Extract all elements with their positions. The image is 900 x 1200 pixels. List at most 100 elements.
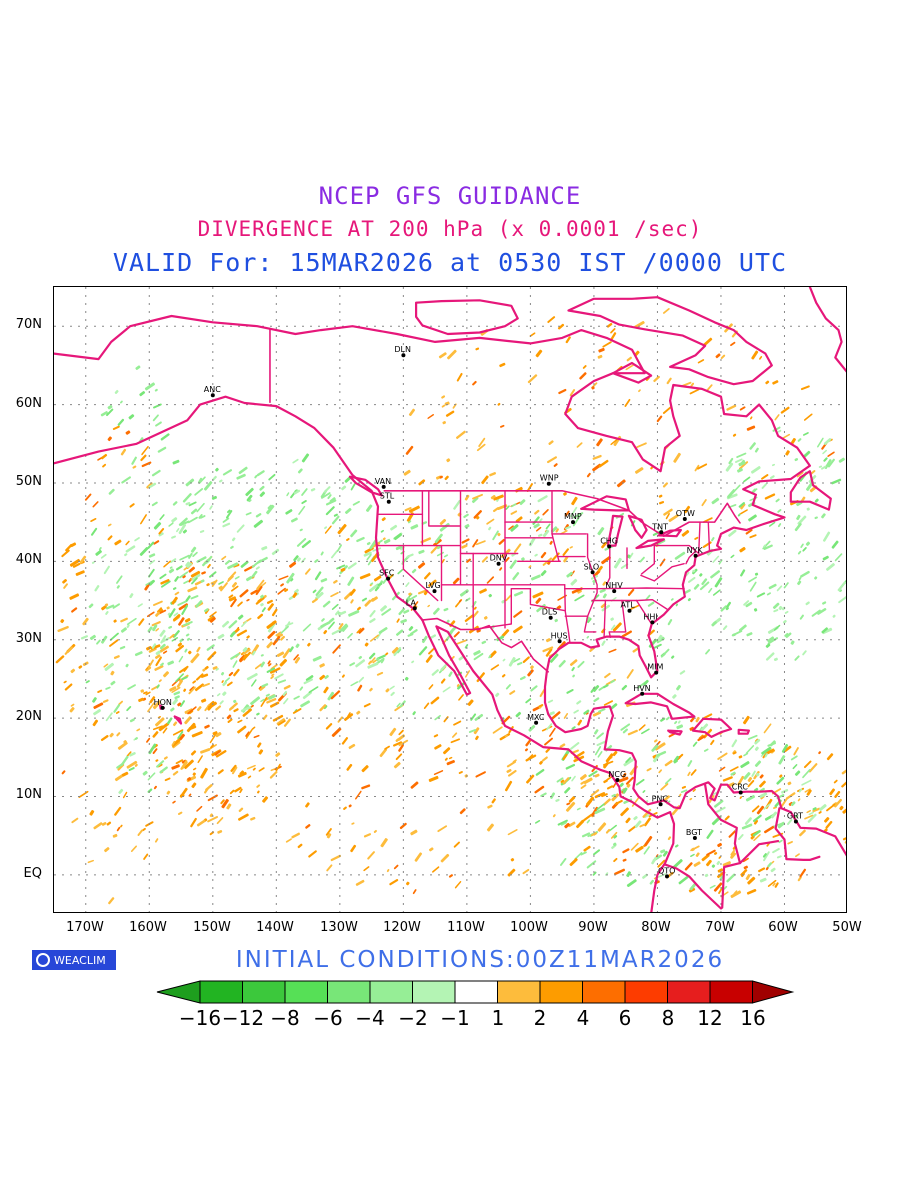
colorbar-tick-label: −12 xyxy=(221,1006,265,1030)
coastline-segment xyxy=(667,729,683,736)
colorbar xyxy=(156,980,795,1004)
lat-tick-label: 70N xyxy=(15,317,42,332)
city-slo: SLO xyxy=(584,562,599,575)
city-label: HON xyxy=(154,698,172,707)
coastline-segment xyxy=(567,296,773,386)
city-label: GRT xyxy=(787,812,803,821)
lon-tick-label: 100W xyxy=(510,920,548,935)
city-mnp: MNP xyxy=(564,512,582,525)
coastline-segment xyxy=(606,514,624,547)
lat-tick-label: 30N xyxy=(15,631,42,646)
state-border xyxy=(428,490,462,527)
city-grt: GRT xyxy=(787,812,803,824)
lon-tick-label: 140W xyxy=(256,920,294,935)
city-label: BGT xyxy=(686,828,702,837)
city-dot-icon xyxy=(615,778,620,782)
coastline-segment xyxy=(704,783,742,909)
city-van: VAN xyxy=(375,477,391,489)
coastline-segment xyxy=(738,840,780,865)
state-border xyxy=(472,588,532,631)
city-label: PNC xyxy=(652,794,669,803)
colorbar-swatch xyxy=(624,980,668,1004)
state-border xyxy=(603,599,607,638)
weaclim-logo: WEACLIM xyxy=(32,950,116,970)
city-stl: STL xyxy=(380,492,395,504)
colorbar-swatch xyxy=(412,980,456,1004)
coastline-segment xyxy=(173,715,183,725)
lon-tick-label: 80W xyxy=(641,920,671,935)
city-qto: QTO xyxy=(658,866,675,879)
city-lvg: LVG xyxy=(426,581,441,594)
city-wnp: WNP xyxy=(540,474,559,486)
coastline-segment xyxy=(611,361,653,384)
city-dnv: DNV xyxy=(490,554,508,566)
lon-tick-label: 160W xyxy=(129,920,167,935)
city-label: HUS xyxy=(551,631,568,640)
coastline-segment xyxy=(624,692,696,720)
city-label: MNP xyxy=(564,512,582,521)
city-dot-icon xyxy=(160,705,165,710)
city-label: CRC xyxy=(732,783,749,792)
colorbar-min-arrow xyxy=(156,980,201,1004)
coastline-segment xyxy=(789,470,832,511)
colorbar-tick-label: 16 xyxy=(740,1006,766,1030)
state-border xyxy=(605,547,611,586)
colorbar-tick-label: −16 xyxy=(178,1006,222,1030)
lon-tick-label: 70W xyxy=(705,920,735,935)
divergence-map: ANC DLN VAN STL WNP MNP TNT OTW CHG NYK DNV SFC LVG S… xyxy=(54,287,846,912)
coastline-segment xyxy=(808,287,846,373)
city-mim: MIM xyxy=(647,663,663,675)
lon-tick-label: 50W xyxy=(832,920,862,935)
city-dot-icon xyxy=(659,530,664,535)
city-chg: CHG xyxy=(600,536,618,549)
city-dot-icon xyxy=(793,819,798,824)
colorbar-swatch xyxy=(199,980,243,1004)
city-label: QTO xyxy=(658,866,675,875)
lat-tick-label: 40N xyxy=(15,552,42,567)
city-label: ATL xyxy=(621,601,636,610)
city-dot-icon xyxy=(210,393,215,398)
coastline-segment xyxy=(54,395,676,912)
lon-tick-label: 120W xyxy=(383,920,421,935)
city-label: VAN xyxy=(375,477,391,486)
city-label: HVN xyxy=(633,684,650,693)
city-dot-icon xyxy=(546,481,551,486)
coastline-segment xyxy=(415,299,519,336)
colorbar-swatch xyxy=(667,980,711,1004)
title-valid-time: VALID For: 15MAR2026 at 0530 IST /0000 U… xyxy=(112,248,788,277)
colorbar-tick-label: 4 xyxy=(576,1006,590,1030)
title-model: NCEP GFS GUIDANCE xyxy=(318,182,582,210)
divergence-shading xyxy=(55,308,846,905)
coastline-segment xyxy=(627,514,648,539)
city-label: MIM xyxy=(647,663,663,672)
state-border xyxy=(707,521,711,552)
coastlines-and-borders xyxy=(54,287,846,912)
lon-tick-label: 170W xyxy=(66,920,104,935)
city-dot-icon xyxy=(692,836,697,840)
city-dot-icon xyxy=(386,576,391,581)
lon-tick-label: 150W xyxy=(193,920,231,935)
city-label: MXC xyxy=(527,713,545,722)
colorbar-tick-label: 12 xyxy=(697,1006,723,1030)
city-label: NHV xyxy=(605,581,623,590)
city-label: WNP xyxy=(540,474,559,483)
logo-text: WEACLIM xyxy=(54,953,106,967)
city-label: TNT xyxy=(651,522,668,531)
city-label: HHI xyxy=(643,612,657,621)
state-border xyxy=(653,521,701,555)
colorbar-tick-label: 2 xyxy=(533,1006,547,1030)
city-label: DLN xyxy=(394,345,411,354)
lon-tick-label: 110W xyxy=(447,920,485,935)
city-mxc: MXC xyxy=(527,713,545,725)
city-dot-icon xyxy=(738,790,743,795)
state-border xyxy=(635,599,652,624)
state-border xyxy=(551,490,560,562)
city-dot-icon xyxy=(432,589,437,594)
city-dot-icon xyxy=(557,639,562,644)
city-hus: HUS xyxy=(551,631,568,644)
city-nhv: NHV xyxy=(605,581,623,594)
colorbar-tick-label: −1 xyxy=(440,1006,470,1030)
lat-tick-label: 50N xyxy=(15,474,42,489)
border-line xyxy=(420,617,549,673)
city-label: STL xyxy=(380,492,395,501)
